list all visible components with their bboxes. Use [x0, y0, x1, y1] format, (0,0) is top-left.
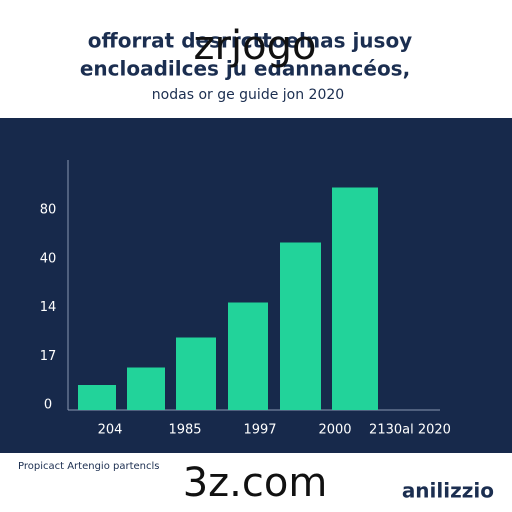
y-tick-label: 40	[40, 251, 57, 266]
footer-caption: Propicact Artengio partencls	[18, 461, 159, 472]
title-line: encloadilces ju edannancéos,	[80, 57, 410, 81]
watermark: 3z.com	[183, 460, 328, 506]
brand: anilizzio	[402, 479, 494, 503]
x-tick-label: 2130al 2020	[369, 423, 451, 438]
bar	[176, 337, 216, 410]
bar	[332, 187, 378, 410]
x-tick-label: 2000	[318, 423, 351, 438]
y-tick-label: 80	[40, 203, 57, 218]
x-tick-label: 204	[98, 423, 123, 438]
y-tick-label: 17	[40, 349, 57, 364]
bar	[78, 385, 116, 410]
title-line: offorrat desrrcttoelnas jusoy	[88, 29, 412, 53]
bar	[127, 367, 165, 410]
x-tick-label: 1997	[243, 423, 276, 438]
bar	[228, 302, 268, 410]
x-tick-label: 1985	[168, 423, 201, 438]
bar	[280, 242, 321, 410]
watermark: zrjogo	[194, 23, 317, 69]
subtitle: nodas or ge guide jon 2020	[152, 87, 344, 103]
chart: 80 40 14 17 0 204 1985 1997 2000 2130al 2020	[40, 160, 451, 438]
y-tick-label: 14	[40, 300, 57, 315]
y-tick-label: 0	[44, 398, 52, 413]
